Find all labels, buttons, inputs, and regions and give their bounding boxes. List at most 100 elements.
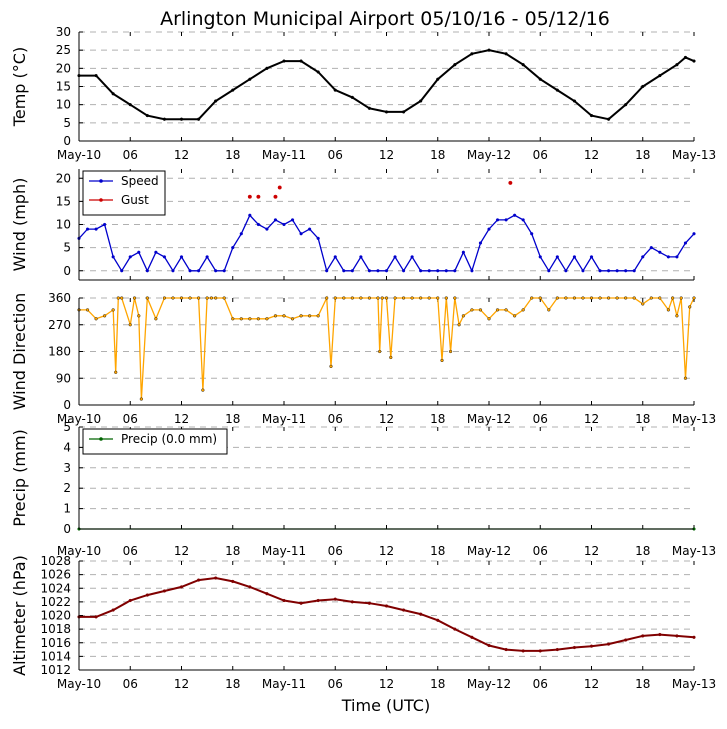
x-tick-label: May-10 (57, 412, 101, 426)
data-point (606, 269, 611, 273)
y-tick-label: 0 (63, 522, 71, 536)
data-point (572, 255, 577, 259)
x-tick-label: 06 (123, 544, 138, 558)
data-point (376, 269, 380, 273)
x-tick-label: 12 (379, 148, 394, 162)
data-point (419, 612, 423, 616)
x-tick-label: 18 (430, 412, 445, 426)
data-point (299, 601, 303, 605)
data-point (419, 296, 423, 300)
data-point (333, 296, 337, 300)
x-tick-label: 18 (225, 544, 240, 558)
y-axis-label: Temp (°C) (10, 47, 29, 127)
data-point (487, 643, 491, 648)
data-point (367, 106, 372, 110)
panel-3: 0 90 180 270 360 May-10 06 12 18 May-11 06 12 18 May-… (10, 291, 716, 426)
data-point (658, 73, 662, 78)
y-tick-label: 1016 (40, 636, 71, 650)
data-point (282, 59, 286, 63)
data-point (624, 296, 628, 300)
x-tick-label: May-12 (467, 148, 511, 162)
y-tick-label: 4 (63, 440, 71, 454)
data-point (139, 397, 143, 401)
data-point (444, 269, 448, 273)
data-point (547, 269, 551, 273)
x-tick-label: 06 (123, 677, 138, 691)
x-tick-label: May-11 (262, 677, 306, 691)
data-point (624, 638, 628, 642)
y-tick-label: 5 (63, 420, 71, 434)
data-point (410, 255, 414, 259)
data-point (145, 296, 149, 300)
data-point (222, 296, 226, 300)
x-tick-label: May-12 (467, 544, 511, 558)
x-tick-label: 06 (328, 544, 343, 558)
data-point (222, 269, 226, 273)
data-point (265, 66, 269, 70)
data-point (615, 269, 619, 273)
data-point (205, 255, 209, 259)
data-point (247, 194, 252, 199)
data-point (436, 296, 440, 300)
data-point (624, 103, 628, 107)
y-axis-label: Altimeter (hPa) (10, 555, 29, 676)
data-point (675, 63, 679, 67)
data-point (521, 308, 525, 312)
data-point (308, 227, 312, 231)
data-point (265, 227, 269, 231)
y-tick-label: 5 (63, 116, 71, 130)
x-tick-label: May-10 (57, 544, 101, 558)
y-tick-label: 15 (56, 80, 71, 94)
x-tick-label: May-11 (262, 544, 306, 558)
x-tick-label: 06 (328, 148, 343, 162)
data-point (436, 618, 440, 622)
data-point (103, 314, 107, 318)
data-point (495, 308, 500, 312)
data-point (367, 269, 372, 273)
data-point (675, 634, 679, 638)
data-point (179, 585, 184, 589)
legend-swatch-marker (99, 179, 103, 183)
x-tick-label: 12 (584, 412, 599, 426)
x-tick-label: 18 (225, 677, 240, 691)
x-tick-label: May-11 (262, 148, 306, 162)
x-tick-label: 06 (123, 148, 138, 162)
data-point (513, 314, 517, 318)
data-point (137, 314, 141, 318)
x-tick-label: 12 (379, 544, 394, 558)
x-tick-label: 12 (174, 544, 189, 558)
x-tick-label: 18 (225, 148, 240, 162)
data-point (205, 296, 209, 300)
data-point (111, 608, 115, 612)
data-point (401, 296, 406, 300)
y-tick-label: 1028 (40, 554, 71, 568)
y-tick-label: 1014 (40, 649, 71, 663)
series-line-altimeter (79, 576, 695, 652)
data-point (470, 52, 474, 56)
data-point (384, 110, 389, 114)
data-point (393, 255, 397, 259)
x-tick-label: May-12 (467, 412, 511, 426)
data-point (598, 269, 602, 273)
data-point (692, 232, 696, 236)
data-point (325, 269, 329, 273)
data-point (231, 579, 235, 584)
x-tick-label: May-13 (672, 544, 716, 558)
data-point (299, 314, 303, 318)
data-point (308, 314, 312, 318)
data-point (683, 376, 688, 380)
data-point (658, 296, 662, 300)
data-point (581, 296, 585, 300)
data-point (154, 317, 158, 321)
y-tick-label: 1 (63, 502, 71, 516)
data-point (658, 632, 662, 637)
data-point (444, 296, 448, 300)
data-point (120, 296, 124, 300)
data-point (128, 255, 132, 259)
y-tick-label: 180 (48, 345, 71, 359)
data-point (555, 255, 559, 259)
data-point (256, 317, 260, 321)
data-point (384, 604, 389, 608)
data-point (666, 255, 670, 259)
data-point (179, 255, 184, 259)
